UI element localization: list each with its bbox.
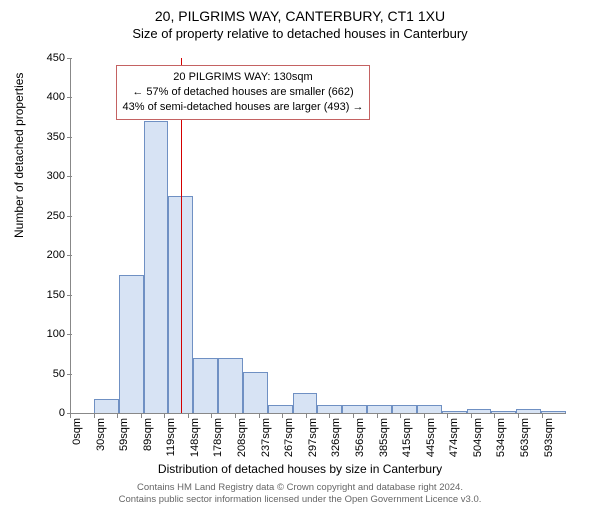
y-tick: 400 — [47, 91, 71, 103]
chart-plot-area: 050100150200250300350400450 20 PILGRIMS … — [70, 58, 566, 414]
y-tick: 150 — [47, 289, 71, 301]
annotation-line: ← 57% of detached houses are smaller (66… — [123, 85, 364, 100]
histogram-bar — [293, 393, 318, 413]
histogram-bar — [268, 405, 293, 413]
histogram-bar — [218, 358, 243, 413]
footer-line-1: Contains HM Land Registry data © Crown c… — [0, 482, 600, 494]
annotation-line: 43% of semi-detached houses are larger (… — [123, 100, 364, 115]
y-tick: 300 — [47, 170, 71, 182]
histogram-bar — [243, 372, 268, 413]
histogram-bar — [317, 405, 342, 413]
footer-line-2: Contains public sector information licen… — [0, 494, 600, 506]
y-tick: 100 — [47, 328, 71, 340]
histogram-bar — [144, 121, 169, 413]
histogram-bar — [367, 405, 392, 413]
histogram-bar — [392, 405, 417, 413]
y-tick: 250 — [47, 210, 71, 222]
annotation-box: 20 PILGRIMS WAY: 130sqm← 57% of detached… — [116, 65, 371, 120]
chart-title-sub: Size of property relative to detached ho… — [0, 26, 600, 41]
y-axis-label: Number of detached properties — [12, 73, 26, 238]
histogram-bar — [342, 405, 367, 413]
histogram-bar — [94, 399, 119, 413]
y-tick: 50 — [53, 368, 71, 380]
x-axis-label: Distribution of detached houses by size … — [0, 462, 600, 476]
footer-attribution: Contains HM Land Registry data © Crown c… — [0, 482, 600, 506]
y-tick: 350 — [47, 131, 71, 143]
y-tick: 200 — [47, 249, 71, 261]
histogram-bar — [119, 275, 144, 413]
histogram-bar — [193, 358, 218, 413]
annotation-line: 20 PILGRIMS WAY: 130sqm — [123, 70, 364, 85]
chart-title-main: 20, PILGRIMS WAY, CANTERBURY, CT1 1XU — [0, 8, 600, 24]
y-tick: 450 — [47, 52, 71, 64]
histogram-bar — [417, 405, 442, 413]
